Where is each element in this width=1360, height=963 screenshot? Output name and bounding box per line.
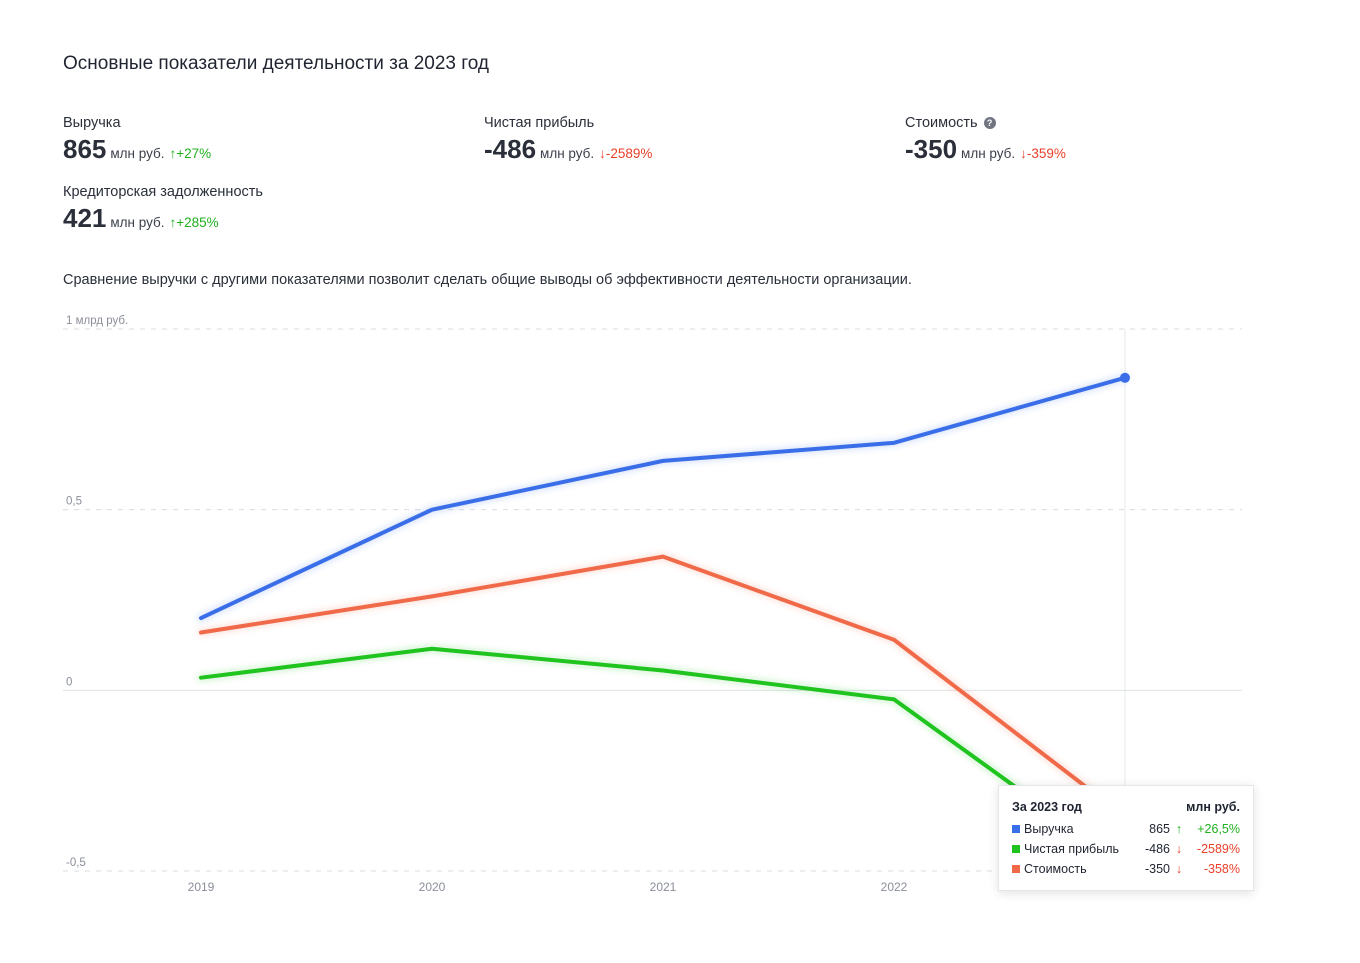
tooltip-row: Выручка 865 ↑ +26,5%	[1012, 819, 1240, 839]
legend-swatch	[1012, 825, 1020, 833]
chart-tooltip: За 2023 год млн руб. Выручка 865 ↑ +26,5…	[998, 785, 1254, 891]
metric-cost: Стоимость? -350 млн руб. ↓-359%	[905, 115, 1066, 165]
arrow-up-icon: ↑	[1175, 822, 1183, 836]
arrow-down-icon: ↓	[1175, 842, 1183, 856]
metric-net-profit: Чистая прибыль -486 млн руб. ↓-2589%	[484, 115, 652, 165]
y-tick-label: 0	[66, 676, 72, 688]
tooltip-row: Стоимость -350 ↓ -358%	[1012, 859, 1240, 879]
x-tick-label: 2019	[188, 880, 215, 894]
tooltip-title: За 2023 год	[1012, 800, 1082, 814]
y-tick-label: -0,5	[66, 857, 86, 869]
metric-unit: млн руб.	[110, 215, 165, 230]
arrow-down-icon: ↓	[599, 146, 606, 161]
page-title: Основные показатели деятельности за 2023…	[63, 53, 489, 74]
arrow-down-icon: ↓	[1175, 862, 1183, 876]
metric-value: 421	[63, 203, 107, 233]
tooltip-unit: млн руб.	[1186, 800, 1240, 814]
series-glow	[197, 552, 1129, 821]
y-axis-label: 1 млрд руб.	[66, 315, 128, 327]
x-tick-label: 2022	[881, 880, 908, 894]
legend-swatch	[1012, 845, 1020, 853]
tooltip-series-name: Чистая прибыль	[1024, 842, 1119, 856]
metric-label-text: Выручка	[63, 115, 121, 131]
metric-unit: млн руб.	[540, 146, 595, 161]
metric-value: -350	[905, 134, 958, 164]
metric-change: ↓-2589%	[599, 146, 652, 161]
metric-change: ↓-359%	[1020, 146, 1066, 161]
series-line[interactable]	[199, 554, 1127, 819]
metric-change-value: -2589%	[605, 146, 653, 161]
metric-label-text: Чистая прибыль	[484, 115, 595, 131]
arrow-up-icon: ↑	[169, 215, 177, 230]
tooltip-value: -350	[1144, 862, 1170, 876]
series-line[interactable]	[199, 375, 1127, 621]
tooltip-row: Чистая прибыль -486 ↓ -2589%	[1012, 839, 1240, 859]
metric-change: ↑+285%	[170, 215, 219, 230]
metric-value: 865	[63, 134, 107, 164]
help-icon[interactable]: ?	[983, 117, 996, 129]
tooltip-change: +26,5%	[1197, 822, 1240, 836]
metric-change: ↑+27%	[170, 146, 212, 161]
metric-value: -486	[484, 134, 537, 164]
arrow-down-icon: ↓	[1020, 146, 1027, 161]
chart-description: Сравнение выручки с другими показателями…	[63, 272, 912, 288]
tooltip-series-name: Стоимость	[1024, 862, 1087, 876]
tooltip-value: -486	[1144, 842, 1170, 856]
metric-label: Кредиторская задолженность	[63, 184, 263, 200]
metric-label-text: Кредиторская задолженность	[63, 184, 263, 200]
metric-change-value: +285%	[176, 215, 219, 230]
tooltip-change: -2589%	[1196, 842, 1240, 856]
tooltip-value: 865	[1149, 822, 1170, 836]
data-point-marker[interactable]	[1120, 372, 1130, 383]
x-tick-label: 2021	[650, 880, 677, 894]
metric-label: Выручка	[63, 115, 211, 131]
tooltip-series-name: Выручка	[1024, 822, 1074, 836]
metric-change-value: -359%	[1026, 146, 1066, 161]
y-tick-label: 0,5	[66, 496, 82, 508]
metric-label: Чистая прибыль	[484, 115, 652, 131]
metric-change-value: +27%	[176, 146, 212, 161]
x-tick-label: 2020	[419, 880, 446, 894]
series-glow	[197, 373, 1129, 623]
metric-unit: млн руб.	[110, 146, 165, 161]
legend-swatch	[1012, 865, 1020, 873]
metric-label-text: Стоимость	[905, 115, 978, 131]
series-glow	[197, 644, 1129, 870]
metric-payables: Кредиторская задолженность 421 млн руб. …	[63, 184, 263, 234]
metric-unit: млн руб.	[961, 146, 1016, 161]
metric-label: Стоимость?	[905, 115, 1066, 131]
arrow-up-icon: ↑	[169, 146, 177, 161]
series-line[interactable]	[199, 646, 1127, 868]
metric-revenue: Выручка 865 млн руб. ↑+27%	[63, 115, 211, 165]
tooltip-change: -358%	[1203, 862, 1240, 876]
